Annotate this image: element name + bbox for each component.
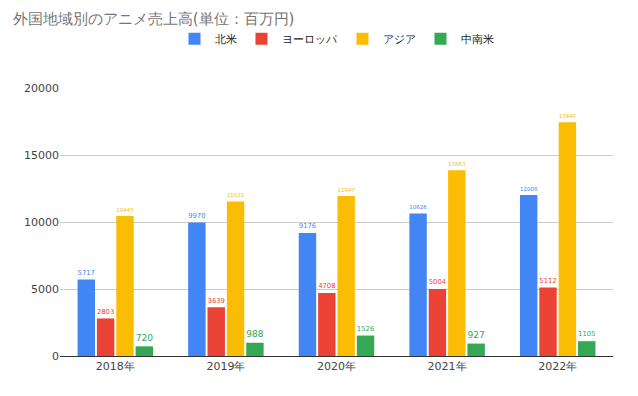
svg-text:北米: 北米 (215, 33, 237, 46)
svg-text:2020年: 2020年 (317, 360, 356, 373)
svg-text:4708: 4708 (318, 282, 335, 290)
svg-text:10626: 10626 (409, 204, 427, 210)
svg-text:5112: 5112 (539, 277, 556, 285)
svg-text:11522: 11522 (227, 192, 244, 198)
svg-text:2018年: 2018年 (96, 360, 135, 373)
svg-text:1105: 1105 (578, 330, 595, 338)
svg-text:9176: 9176 (299, 222, 316, 230)
svg-text:0: 0 (52, 350, 59, 363)
svg-text:17448: 17448 (559, 113, 577, 119)
svg-text:20000: 20000 (24, 82, 59, 95)
svg-text:720: 720 (136, 333, 154, 343)
svg-text:1526: 1526 (357, 325, 374, 333)
svg-text:5000: 5000 (31, 283, 59, 296)
svg-text:アジア: アジア (383, 33, 416, 46)
svg-text:927: 927 (467, 330, 485, 340)
svg-text:中南米: 中南米 (461, 33, 494, 46)
svg-text:2803: 2803 (97, 308, 114, 316)
svg-text:2021年: 2021年 (428, 360, 467, 373)
svg-text:10445: 10445 (116, 207, 133, 213)
svg-text:13863: 13863 (448, 161, 466, 167)
svg-text:3639: 3639 (208, 297, 225, 305)
svg-text:5717: 5717 (78, 269, 95, 277)
svg-text:12008: 12008 (520, 186, 538, 192)
svg-text:5004: 5004 (429, 278, 446, 286)
svg-text:11947: 11947 (337, 187, 355, 193)
svg-text:10000: 10000 (24, 216, 59, 229)
svg-text:15000: 15000 (24, 149, 59, 162)
svg-text:外国地域別のアニメ売上高(単位：百万円): 外国地域別のアニメ売上高(単位：百万円) (13, 10, 295, 28)
svg-text:2019年: 2019年 (206, 360, 245, 373)
svg-text:ヨーロッパ: ヨーロッパ (282, 33, 338, 46)
svg-text:9970: 9970 (188, 212, 205, 220)
svg-text:988: 988 (246, 329, 264, 339)
svg-text:2022年: 2022年 (538, 360, 577, 373)
